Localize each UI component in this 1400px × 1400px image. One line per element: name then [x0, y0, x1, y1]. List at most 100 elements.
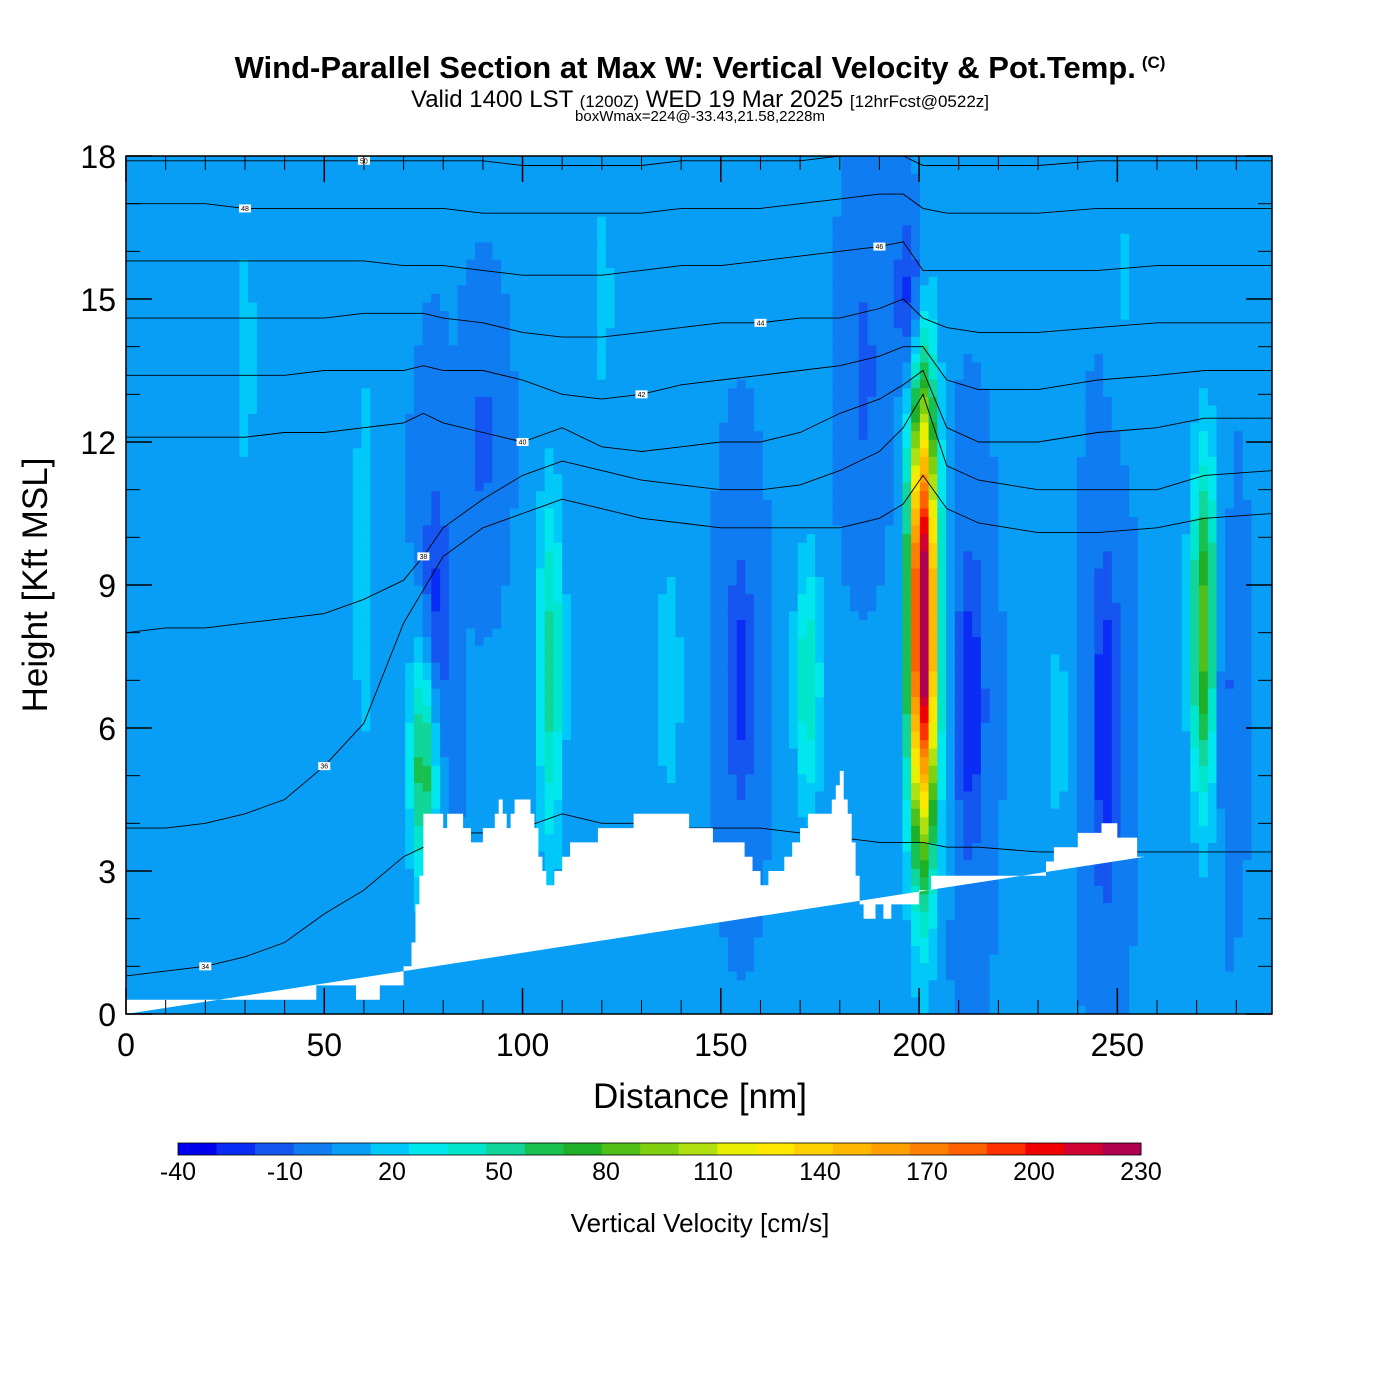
velocity-cell	[143, 799, 153, 809]
velocity-cell	[457, 662, 467, 672]
velocity-cell	[283, 439, 293, 449]
velocity-cell	[527, 996, 537, 1006]
velocity-cell	[335, 344, 345, 354]
velocity-cell	[457, 430, 467, 440]
velocity-cell	[396, 319, 406, 329]
velocity-cell	[274, 327, 284, 337]
velocity-cell	[387, 748, 397, 758]
velocity-cell	[379, 782, 389, 792]
velocity-cell	[274, 456, 284, 466]
velocity-cell	[326, 542, 336, 552]
velocity-cell	[457, 507, 467, 517]
velocity-cell	[222, 336, 232, 346]
velocity-cell	[152, 439, 162, 449]
velocity-cell	[352, 241, 363, 251]
velocity-cell	[143, 825, 153, 835]
velocity-cell	[213, 164, 223, 174]
velocity-cell	[509, 207, 520, 217]
velocity-cell	[291, 610, 302, 620]
velocity-cell	[283, 542, 293, 552]
velocity-cell	[300, 327, 310, 337]
velocity-cell	[396, 799, 406, 809]
velocity-cell	[283, 490, 293, 500]
velocity-cell	[536, 585, 546, 595]
velocity-cell	[501, 713, 511, 723]
velocity-cell	[309, 790, 319, 801]
velocity-cell	[204, 550, 214, 560]
velocity-cell	[300, 756, 310, 766]
velocity-cell	[527, 396, 537, 406]
velocity-cell	[187, 679, 197, 689]
velocity-cell	[326, 190, 336, 200]
velocity-cell	[291, 928, 302, 938]
velocity-cell	[317, 722, 328, 732]
velocity-cell	[222, 885, 232, 895]
velocity-cell	[326, 928, 336, 938]
velocity-cell	[317, 293, 328, 303]
velocity-cell	[300, 782, 310, 792]
velocity-cell	[274, 241, 284, 251]
velocity-cell	[283, 756, 293, 766]
velocity-cell	[431, 1005, 441, 1014]
velocity-cell	[492, 327, 502, 337]
velocity-cell	[317, 919, 328, 929]
velocity-cell	[501, 499, 511, 509]
velocity-cell	[256, 730, 267, 741]
velocity-cell	[475, 361, 485, 372]
velocity-cell	[152, 773, 162, 783]
velocity-cell	[553, 979, 563, 989]
velocity-cell	[335, 928, 345, 938]
velocity-cell	[256, 679, 267, 689]
velocity-cell	[361, 413, 371, 423]
velocity-cell	[483, 156, 493, 166]
velocity-cell	[448, 379, 459, 389]
velocity-cell	[169, 250, 179, 260]
velocity-cell	[396, 353, 406, 363]
velocity-cell	[501, 567, 511, 577]
velocity-cell	[239, 336, 249, 346]
velocity-cell	[152, 730, 162, 741]
velocity-cell	[466, 344, 476, 354]
velocity-cell	[509, 679, 520, 689]
velocity-cell	[492, 756, 502, 766]
velocity-cell	[475, 533, 485, 543]
velocity-cell	[178, 542, 188, 552]
velocity-cell	[178, 610, 188, 620]
velocity-cell	[195, 533, 206, 543]
velocity-cell	[152, 627, 162, 638]
velocity-cell	[283, 782, 293, 792]
velocity-cell	[509, 782, 520, 792]
velocity-cell	[379, 748, 389, 758]
velocity-cell	[370, 276, 380, 286]
velocity-cell	[274, 224, 284, 234]
velocity-cell	[413, 276, 424, 286]
velocity-cell	[283, 267, 293, 277]
velocity-cell	[553, 851, 563, 861]
velocity-cell	[134, 559, 144, 569]
velocity-cell	[509, 301, 520, 312]
velocity-cell	[195, 404, 206, 414]
velocity-cell	[405, 550, 415, 560]
velocity-cell	[126, 344, 136, 354]
velocity-cell	[518, 782, 528, 792]
velocity-cell	[230, 730, 240, 741]
velocity-cell	[413, 490, 424, 500]
velocity-cell	[169, 782, 179, 792]
velocity-cell	[283, 705, 293, 715]
velocity-cell	[143, 499, 153, 509]
velocity-cell	[248, 164, 258, 174]
velocity-cell	[501, 619, 511, 629]
velocity-cell	[222, 585, 232, 595]
velocity-cell	[230, 181, 240, 191]
velocity-cell	[536, 842, 546, 852]
velocity-cell	[335, 319, 345, 329]
velocity-cell	[326, 1005, 336, 1014]
velocity-cell	[405, 233, 415, 243]
velocity-cell	[152, 499, 162, 509]
velocity-cell	[352, 996, 363, 1006]
velocity-cell	[352, 327, 363, 337]
velocity-cell	[239, 748, 249, 758]
velocity-cell	[160, 267, 171, 277]
velocity-cell	[536, 524, 546, 535]
velocity-cell	[300, 842, 310, 852]
